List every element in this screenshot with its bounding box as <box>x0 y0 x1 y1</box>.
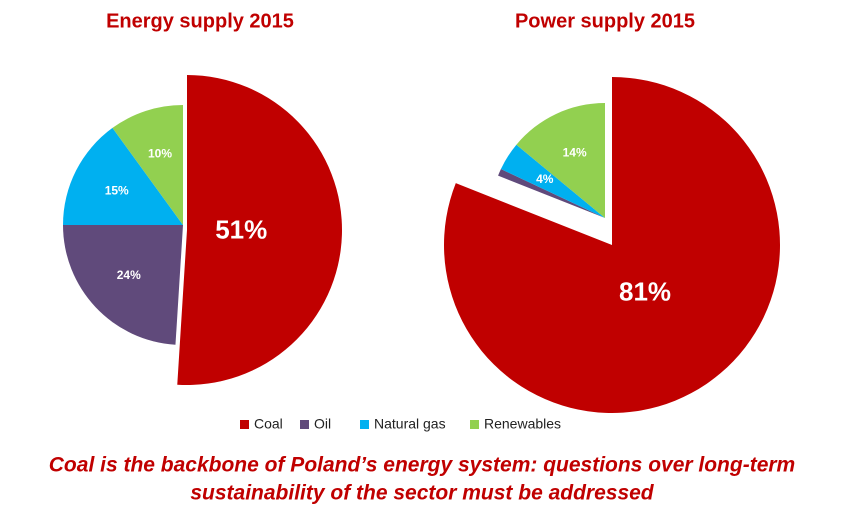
legend-swatch <box>470 420 479 429</box>
value-label: 4% <box>536 172 554 186</box>
pie-slice <box>500 144 605 218</box>
chart-title: Energy supply 2015 <box>106 10 294 32</box>
value-label: 15% <box>105 183 129 197</box>
pie-slice <box>63 225 183 345</box>
caption: sustainability of the sector must be add… <box>190 482 654 505</box>
value-label: 10% <box>148 146 172 160</box>
legend-swatch <box>360 420 369 429</box>
pie-slice <box>177 75 342 385</box>
pie-slice <box>516 103 605 218</box>
value-label: 81% <box>619 277 671 307</box>
pie-slice <box>498 169 605 218</box>
legend-swatch <box>240 420 249 429</box>
caption: Coal is the backbone of Poland’s energy … <box>49 454 795 477</box>
pie-slice <box>444 77 780 414</box>
legend-label: Renewables <box>484 416 561 432</box>
pie-slice <box>112 105 183 225</box>
value-label: 24% <box>117 268 141 282</box>
value-label: 51% <box>215 215 267 245</box>
legend-label: Coal <box>254 416 283 432</box>
legend-label: Oil <box>314 416 331 432</box>
value-label: 14% <box>563 146 587 160</box>
legend-label: Natural gas <box>374 416 446 432</box>
legend-swatch <box>300 420 309 429</box>
chart-title: Power supply 2015 <box>515 10 695 32</box>
pie-slice <box>63 127 183 225</box>
